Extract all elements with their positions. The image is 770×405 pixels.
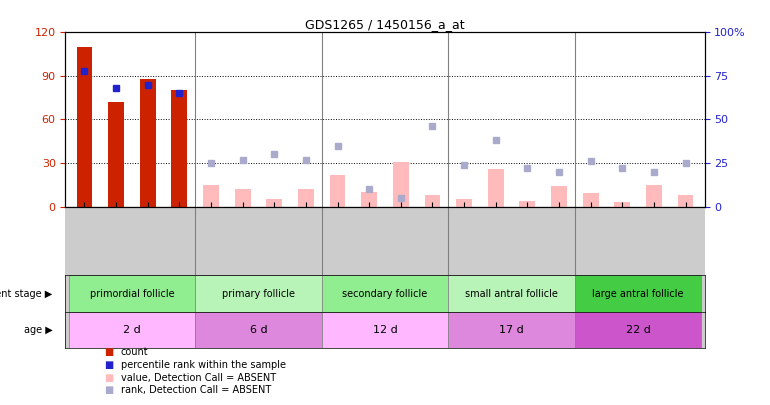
Bar bbox=[235, 189, 250, 207]
Text: age ▶: age ▶ bbox=[24, 325, 52, 335]
Bar bbox=[322, 312, 448, 348]
Bar bbox=[488, 169, 504, 207]
Text: percentile rank within the sample: percentile rank within the sample bbox=[121, 360, 286, 370]
Bar bbox=[140, 79, 156, 207]
Text: 12 d: 12 d bbox=[373, 325, 397, 335]
Text: ■: ■ bbox=[104, 385, 113, 395]
Bar bbox=[195, 312, 322, 348]
Text: small antral follicle: small antral follicle bbox=[465, 289, 558, 298]
Text: primordial follicle: primordial follicle bbox=[89, 289, 174, 298]
Bar bbox=[520, 201, 535, 207]
Bar bbox=[172, 90, 187, 207]
Bar bbox=[575, 275, 701, 312]
Text: 2 d: 2 d bbox=[123, 325, 141, 335]
Text: count: count bbox=[121, 347, 149, 357]
Bar bbox=[448, 275, 575, 312]
Bar bbox=[330, 175, 346, 207]
Bar bbox=[203, 185, 219, 207]
Bar bbox=[424, 195, 440, 207]
Text: 17 d: 17 d bbox=[499, 325, 524, 335]
Bar bbox=[108, 102, 124, 207]
Bar bbox=[614, 202, 630, 207]
Bar bbox=[583, 194, 598, 207]
Text: primary follicle: primary follicle bbox=[222, 289, 295, 298]
Text: ■: ■ bbox=[104, 347, 113, 357]
Bar bbox=[322, 275, 448, 312]
Text: ■: ■ bbox=[104, 373, 113, 383]
Bar bbox=[678, 195, 694, 207]
Bar bbox=[456, 199, 472, 207]
Text: rank, Detection Call = ABSENT: rank, Detection Call = ABSENT bbox=[121, 385, 271, 395]
Bar bbox=[298, 189, 314, 207]
Bar bbox=[646, 185, 662, 207]
Bar bbox=[69, 312, 195, 348]
Bar bbox=[195, 275, 322, 312]
Text: 22 d: 22 d bbox=[626, 325, 651, 335]
Bar bbox=[448, 312, 575, 348]
Bar bbox=[361, 192, 377, 207]
Text: 6 d: 6 d bbox=[249, 325, 267, 335]
Title: GDS1265 / 1450156_a_at: GDS1265 / 1450156_a_at bbox=[305, 18, 465, 31]
Text: value, Detection Call = ABSENT: value, Detection Call = ABSENT bbox=[121, 373, 276, 383]
Text: large antral follicle: large antral follicle bbox=[592, 289, 684, 298]
Text: development stage ▶: development stage ▶ bbox=[0, 289, 52, 298]
Text: ■: ■ bbox=[104, 360, 113, 370]
Text: secondary follicle: secondary follicle bbox=[343, 289, 427, 298]
Bar bbox=[551, 186, 567, 207]
Bar bbox=[393, 162, 409, 207]
Bar bbox=[575, 312, 701, 348]
Bar bbox=[266, 199, 282, 207]
Bar bbox=[76, 47, 92, 207]
Bar bbox=[69, 275, 195, 312]
